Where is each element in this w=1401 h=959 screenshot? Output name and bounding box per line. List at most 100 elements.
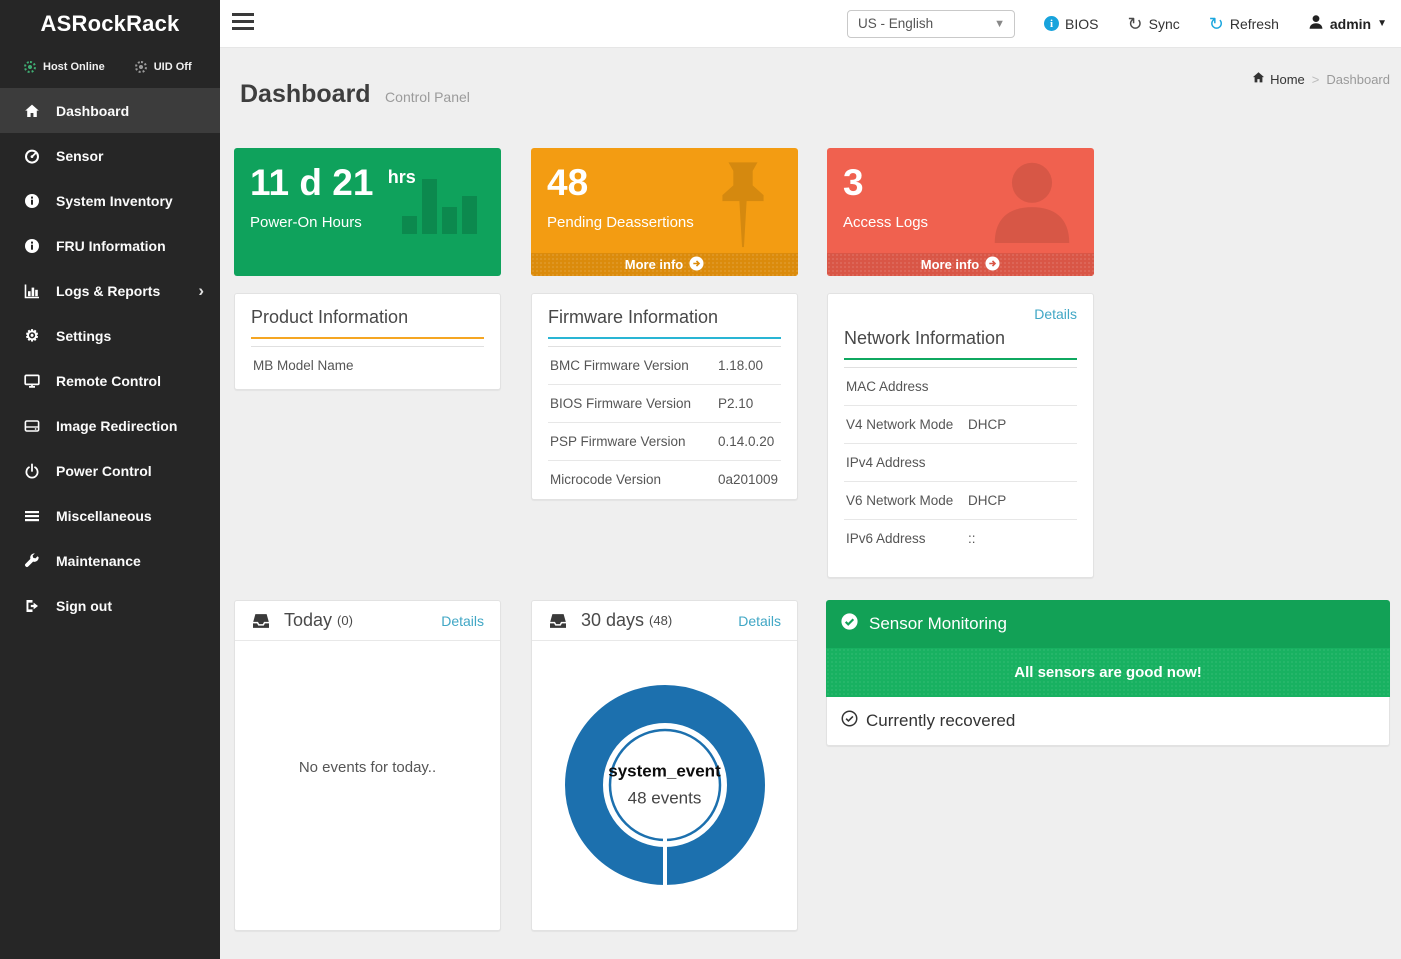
refresh-button[interactable]: ↻ Refresh [1209, 15, 1279, 33]
sidebar-item-label: FRU Information [56, 237, 166, 254]
month-events-header: 30 days (48) Details [532, 601, 797, 641]
sidebar-item-fru-information[interactable]: FRU Information [0, 223, 220, 268]
pending-more-info-button[interactable]: More info [531, 253, 798, 276]
topbar-actions: US - English ▼ i BIOS ↻ Sync ↻ Refresh a… [847, 0, 1387, 47]
table-row: BMC Firmware Version 1.18.00 [548, 346, 781, 384]
chevron-down-icon: ▼ [994, 17, 1006, 30]
page-title: Dashboard [240, 80, 371, 108]
power-icon [20, 463, 44, 479]
language-select[interactable]: US - English ▼ [847, 9, 1016, 38]
sidebar-item-label: Settings [56, 327, 112, 344]
table-row: V6 Network Mode DHCP [844, 481, 1077, 519]
product-rows: MB Model Name [235, 339, 500, 384]
table-row: PSP Firmware Version 0.14.0.20 [548, 422, 781, 460]
firmware-rows: BMC Firmware Version 1.18.00 BIOS Firmwar… [532, 339, 797, 498]
donut-center-labels: system_event 48 events [565, 762, 765, 809]
access-logs-tile: 3 Access Logs More info [827, 148, 1094, 276]
sensor-monitoring-title: Sensor Monitoring [869, 614, 1007, 633]
today-events-card: Today (0) Details No events for today.. [234, 600, 501, 931]
table-row: BIOS Firmware Version P2.10 [548, 384, 781, 422]
today-count: (0) [337, 613, 353, 628]
breadcrumb-home-link[interactable]: Home [1252, 71, 1305, 87]
monitor-icon [20, 373, 44, 389]
table-row: Microcode Version 0a201009 [548, 460, 781, 498]
sidebar-item-settings[interactable]: ⚙ Settings [0, 313, 220, 358]
sidebar-toggle-button[interactable] [232, 13, 254, 34]
network-information-title: Network Information [844, 326, 1077, 360]
network-details-link[interactable]: Details [1034, 306, 1077, 322]
today-empty-message: No events for today.. [298, 759, 437, 776]
sidebar-item-power-control[interactable]: Power Control [0, 448, 220, 493]
sidebar-item-label: Remote Control [56, 372, 161, 389]
sidebar-item-image-redirection[interactable]: Image Redirection [0, 403, 220, 448]
month-count: (48) [649, 613, 673, 628]
sidebar-item-system-inventory[interactable]: System Inventory [0, 178, 220, 223]
sidebar-item-sign-out[interactable]: Sign out [0, 583, 220, 628]
sidebar-menu: Dashboard Sensor System Inventory FRU In… [0, 88, 220, 628]
table-row: MAC Address [844, 367, 1077, 405]
table-row: V4 Network Mode DHCP [844, 405, 1077, 443]
home-icon [20, 103, 44, 119]
events-donut-chart: system_event 48 events [564, 685, 765, 885]
power-on-hours-value: 11 d 21 hrs [250, 162, 416, 203]
sidebar-item-label: System Inventory [56, 192, 173, 209]
gauge-icon [20, 148, 44, 164]
sensor-status-message: All sensors are good now! [826, 648, 1390, 697]
brand-title: ASRockRack [40, 11, 180, 36]
access-logs-value: 3 [843, 162, 864, 203]
gear-icon: ⚙ [24, 327, 40, 345]
sidebar-item-miscellaneous[interactable]: Miscellaneous [0, 493, 220, 538]
refresh-icon: ↻ [1208, 13, 1224, 34]
language-value: US - English [858, 16, 934, 31]
sidebar-item-label: Miscellaneous [56, 507, 152, 524]
breadcrumb: Home > Dashboard [1252, 71, 1390, 87]
network-information-panel: Details Network Information MAC Address … [827, 293, 1094, 578]
uid-off-label: UID Off [153, 61, 192, 73]
host-online-icon [24, 61, 36, 73]
sidebar-item-sensor[interactable]: Sensor [0, 133, 220, 178]
bios-button[interactable]: i BIOS [1044, 16, 1099, 32]
page-head: Dashboard Control Panel [240, 80, 470, 109]
month-details-link[interactable]: Details [738, 612, 781, 629]
sidebar-item-maintenance[interactable]: Maintenance [0, 538, 220, 583]
host-online-indicator: Host Online [24, 61, 105, 73]
user-menu[interactable]: admin ▼ [1308, 14, 1387, 33]
sync-button[interactable]: ↻ Sync [1128, 15, 1180, 33]
wrench-icon [20, 552, 44, 569]
donut-ring [564, 685, 765, 885]
host-online-label: Host Online [43, 61, 105, 73]
currently-recovered-label: Currently recovered [866, 711, 1016, 730]
month-events-card: 30 days (48) Details system_event 48 eve… [531, 600, 798, 931]
sidebar-item-dashboard[interactable]: Dashboard [0, 88, 220, 133]
check-circle-outline-icon [841, 710, 858, 732]
today-details-link[interactable]: Details [441, 612, 484, 629]
pushpin-icon [706, 160, 780, 257]
table-row: MB Model Name [251, 346, 484, 384]
power-on-hours-label: Power-On Hours [250, 214, 362, 231]
month-title: 30 days [581, 610, 645, 630]
uid-off-indicator: UID Off [134, 61, 192, 73]
network-rows: MAC Address V4 Network Mode DHCP IPv4 Add… [828, 360, 1093, 557]
sync-label: Sync [1148, 15, 1180, 32]
access-more-info-button[interactable]: More info [827, 253, 1094, 276]
chevron-right-icon: › [198, 281, 204, 300]
table-row: IPv4 Address [844, 443, 1077, 481]
firmware-information-panel: Firmware Information BMC Firmware Versio… [531, 293, 798, 500]
user-icon [1308, 14, 1324, 33]
topbar: US - English ▼ i BIOS ↻ Sync ↻ Refresh a… [220, 0, 1401, 48]
refresh-label: Refresh [1229, 15, 1279, 32]
pending-deassertions-value: 48 [547, 162, 589, 203]
today-events-header: Today (0) Details [235, 601, 500, 641]
sign-out-icon [20, 598, 44, 614]
inbox-icon [548, 612, 568, 629]
table-row: IPv6 Address:: [844, 519, 1077, 557]
sidebar-item-label: Sensor [56, 147, 104, 164]
sidebar-item-remote-control[interactable]: Remote Control [0, 358, 220, 403]
sidebar-item-logs-reports[interactable]: Logs & Reports › [0, 268, 220, 313]
network-details-bar: Details [828, 294, 1093, 326]
sidebar-item-label: Logs & Reports [56, 282, 161, 299]
currently-recovered-row[interactable]: Currently recovered [826, 697, 1390, 746]
arrow-circle-icon [985, 255, 1000, 274]
today-title: Today [284, 610, 333, 630]
